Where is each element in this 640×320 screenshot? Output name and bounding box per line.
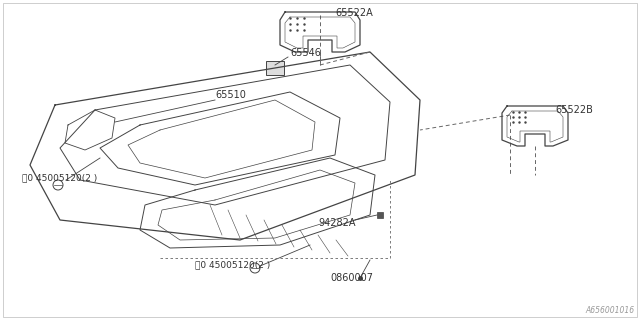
- Text: 65546: 65546: [290, 48, 321, 58]
- Text: 65510: 65510: [215, 90, 246, 100]
- Text: ␲0 45005120(2 ): ␲0 45005120(2 ): [22, 173, 97, 182]
- Bar: [377, 212, 383, 218]
- Text: 94282A: 94282A: [318, 218, 355, 228]
- Text: 65522A: 65522A: [335, 8, 372, 18]
- Text: ␲0 45005120(2 ): ␲0 45005120(2 ): [195, 260, 270, 269]
- Bar: [266, 61, 284, 75]
- Text: 0860007: 0860007: [330, 273, 373, 283]
- Text: A656001016: A656001016: [586, 306, 635, 315]
- Text: 65522B: 65522B: [555, 105, 593, 115]
